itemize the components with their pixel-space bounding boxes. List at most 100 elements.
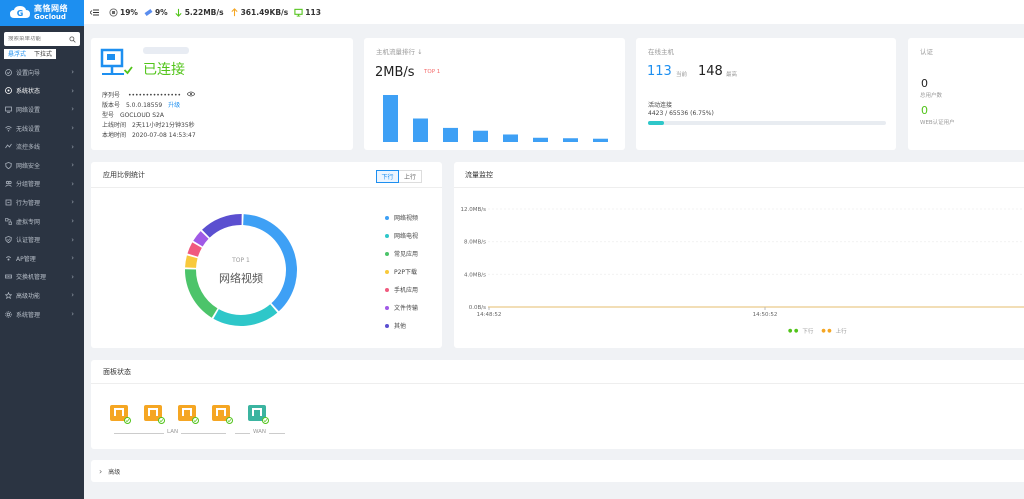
logo-icon: G (10, 5, 30, 21)
auth-card: 认证 0 总用户数 0 WEB认证用户 (908, 38, 1024, 150)
donut-slice[interactable] (185, 255, 198, 268)
sidebar-item-label: 无线设置 (16, 125, 41, 133)
chevron-right-icon: › (71, 198, 74, 207)
host-rank-bar[interactable] (473, 130, 488, 142)
chevron-right-icon: › (71, 272, 74, 281)
lan-port-icon[interactable] (178, 405, 199, 424)
legend-label: P2P下载 (394, 269, 418, 276)
eye-icon[interactable] (186, 91, 196, 97)
sidebar-item[interactable]: 系统状态 › (0, 82, 84, 101)
traffic-x-tick: 14:48:52 (477, 312, 502, 318)
logo-text-en: Gocloud (34, 13, 66, 21)
legend-item[interactable]: 网络视频 (385, 213, 418, 222)
uptime-label: 上线时间 (102, 122, 127, 129)
donut-slice[interactable] (202, 214, 242, 238)
serial-value: ••••••••••••••• (127, 92, 182, 99)
sidebar-item[interactable]: 网络安全 › (0, 156, 84, 175)
app-stats-tabs: 下行 上行 (376, 170, 422, 183)
legend-up-marker: ● ● (821, 328, 832, 334)
upgrade-link[interactable]: 升级 (168, 102, 181, 109)
chevron-right-icon: › (71, 161, 74, 170)
sidebar-item-label: 虚拟专网 (16, 218, 41, 226)
ethernet-port-icon (114, 408, 124, 416)
online-host-count: 113 (305, 7, 321, 17)
legend-item[interactable]: 网络电视 (385, 231, 418, 240)
legend-item[interactable]: 常见应用 (385, 249, 418, 258)
localtime-line: 本地时间 2020-07-08 14:53:47 (102, 130, 196, 139)
active-conn-title: 活动连接 (648, 102, 673, 109)
search-icon[interactable] (69, 35, 76, 43)
host-rank-bar[interactable] (593, 138, 608, 142)
auth-title: 认证 (920, 48, 933, 56)
traffic-x-tick: 14:50:52 (753, 312, 778, 318)
chevron-right-icon: › (71, 179, 74, 188)
legend-item[interactable]: 手机应用 (385, 285, 418, 294)
chevron-right-icon: › (71, 217, 74, 226)
check-icon (226, 417, 233, 424)
menu-search-input[interactable] (8, 36, 62, 42)
donut-slice[interactable] (193, 231, 209, 247)
online-hosts-current: 113 (647, 64, 672, 79)
sidebar-item[interactable]: 交换机管理 › (0, 268, 84, 287)
sidebar-item[interactable]: 无线设置 › (0, 119, 84, 138)
sidebar-item[interactable]: 设置向导 › (0, 63, 84, 82)
ap-icon (5, 255, 12, 262)
sidebar-item[interactable]: AP管理 › (0, 249, 84, 268)
cpu-stat: 19% (109, 8, 138, 17)
sidebar-item[interactable]: 分组管理 › (0, 175, 84, 194)
lan-port-icon[interactable] (212, 405, 233, 424)
donut-slice[interactable] (213, 304, 278, 326)
legend-item[interactable]: 文件传输 (385, 303, 418, 312)
connection-status: 已连接 (143, 62, 185, 78)
shield-icon (5, 161, 12, 169)
donut-slice[interactable] (185, 269, 218, 318)
logo-text-cn: 高恪网络 (34, 4, 68, 13)
sidebar-item[interactable]: 认证管理 › (0, 230, 84, 249)
host-rank-value: 2MB/s (375, 65, 415, 80)
sidebar-item[interactable]: 行为管理 › (0, 193, 84, 212)
sidebar-item[interactable]: 流控多线 › (0, 137, 84, 156)
cpu-usage: 19% (120, 7, 138, 17)
host-rank-bar[interactable] (383, 95, 398, 142)
sidebar-item-label: 分组管理 (16, 181, 41, 189)
sidebar-item[interactable]: 网络设置 › (0, 100, 84, 119)
advanced-section[interactable]: › 高级 (91, 460, 1024, 482)
model-line: 型号 GOCLOUD S2A (102, 110, 164, 119)
sidebar-item[interactable]: 高级功能 › (0, 286, 84, 305)
legend-up-label[interactable]: 上行 (835, 329, 847, 335)
legend-item[interactable]: P2P下载 (385, 267, 417, 276)
legend-dot (385, 233, 389, 238)
wifi-icon (5, 125, 12, 132)
host-rank-bar[interactable] (443, 127, 458, 142)
host-rank-bar[interactable] (503, 134, 518, 142)
lan-port-icon[interactable] (110, 405, 131, 424)
online-hosts-max: 148 (698, 64, 723, 79)
collapse-menu-icon[interactable] (90, 8, 99, 17)
online-hosts-max-label: 最高 (726, 72, 738, 78)
sidebar-item[interactable]: 虚拟专网 › (0, 212, 84, 231)
host-rank-bar[interactable] (413, 118, 428, 143)
mode-dropdown-button[interactable]: 下拉式 (30, 49, 57, 59)
sidebar-item[interactable]: 系统管理 › (0, 305, 84, 324)
active-conn-progress-fill (648, 121, 665, 125)
host-rank-title[interactable]: 主机流量排行 ↓ (376, 48, 423, 56)
legend-label: 其他 (394, 323, 407, 330)
active-conn-value: 4423 / 65536 (6.75%) (648, 110, 714, 117)
legend-dot (385, 323, 389, 328)
legend-item[interactable]: 其他 (385, 321, 406, 330)
top-status-bar: 19% 9% 5.22MB/s 361.49KB/s 113 (84, 0, 1024, 24)
host-rank-bar[interactable] (533, 137, 548, 142)
tab-upload[interactable]: 上行 (399, 170, 422, 183)
wan-port-icon[interactable] (248, 405, 269, 424)
host-rank-bar[interactable] (563, 138, 578, 142)
lan-port-icon[interactable] (144, 405, 165, 424)
tab-download[interactable]: 下行 (376, 170, 399, 183)
donut-slice[interactable] (187, 242, 202, 257)
mode-float-button[interactable]: 悬浮式 (4, 49, 31, 59)
legend-down-label[interactable]: 下行 (802, 329, 814, 335)
legend-label: 手机应用 (394, 287, 419, 294)
logo[interactable]: G 高恪网络 Gocloud (0, 0, 84, 26)
down-stat: 5.22MB/s (174, 8, 224, 17)
hosts-stat: 113 (294, 8, 321, 17)
donut-slice[interactable] (243, 214, 297, 312)
